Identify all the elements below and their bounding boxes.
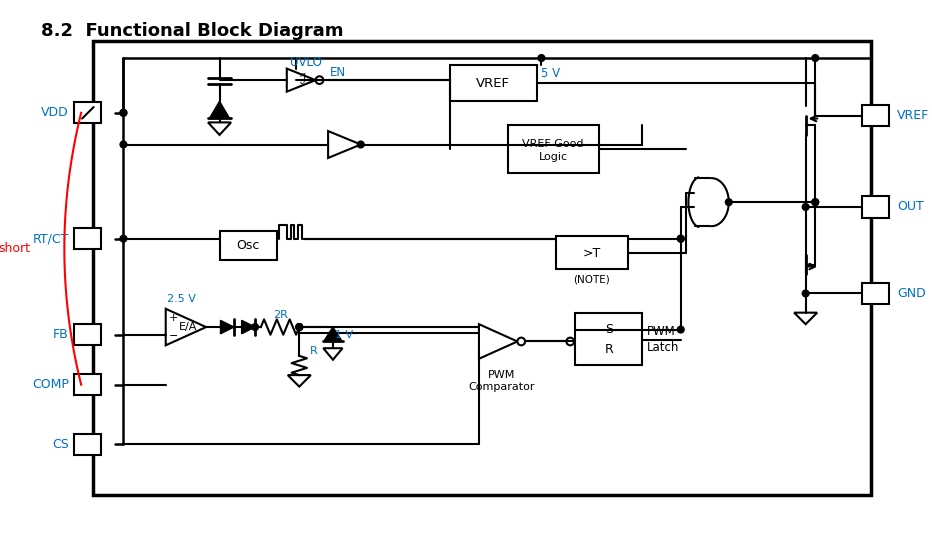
Text: E/A: E/A xyxy=(179,322,197,332)
Bar xyxy=(862,283,889,304)
Bar xyxy=(220,231,277,260)
Circle shape xyxy=(120,110,127,116)
Bar xyxy=(575,312,642,366)
Circle shape xyxy=(725,199,733,206)
Circle shape xyxy=(120,235,127,242)
Bar xyxy=(555,236,628,269)
Polygon shape xyxy=(221,320,234,334)
Text: −: − xyxy=(169,331,178,340)
Text: 2.5 V: 2.5 V xyxy=(167,294,196,304)
Text: UVLO: UVLO xyxy=(290,56,322,69)
Bar xyxy=(75,228,102,249)
Text: (NOTE): (NOTE) xyxy=(573,274,610,284)
Text: 2R: 2R xyxy=(273,310,287,320)
Circle shape xyxy=(678,235,684,242)
Polygon shape xyxy=(324,327,341,340)
Text: R: R xyxy=(309,346,318,356)
Circle shape xyxy=(812,199,818,206)
Text: >T: >T xyxy=(582,247,600,259)
Text: 8.2  Functional Block Diagram: 8.2 Functional Block Diagram xyxy=(41,21,343,40)
Circle shape xyxy=(678,326,684,333)
Text: ℐ: ℐ xyxy=(300,73,307,87)
Text: RT/CT: RT/CT xyxy=(33,232,69,245)
Text: Latch: Latch xyxy=(647,341,679,354)
Bar xyxy=(862,196,889,217)
Text: COMP: COMP xyxy=(32,378,69,391)
Circle shape xyxy=(252,324,258,330)
Bar xyxy=(862,105,889,126)
Text: PWM: PWM xyxy=(488,370,515,380)
Text: VREF Good: VREF Good xyxy=(522,139,583,149)
Text: GND: GND xyxy=(897,287,925,300)
Text: Osc: Osc xyxy=(237,239,260,252)
Bar xyxy=(75,324,102,345)
Text: Comparator: Comparator xyxy=(469,382,535,392)
Text: CS: CS xyxy=(52,438,69,451)
Text: short: short xyxy=(0,242,30,255)
Circle shape xyxy=(538,55,545,61)
Circle shape xyxy=(120,141,127,148)
Text: VREF: VREF xyxy=(897,109,929,122)
Bar xyxy=(450,65,537,101)
Circle shape xyxy=(296,324,303,330)
Circle shape xyxy=(678,235,684,242)
Text: 5 V: 5 V xyxy=(541,67,560,80)
Text: S: S xyxy=(605,323,612,336)
Circle shape xyxy=(812,199,818,206)
Text: FB: FB xyxy=(53,328,69,341)
Text: Logic: Logic xyxy=(539,152,568,162)
Text: OUT: OUT xyxy=(897,201,924,214)
Circle shape xyxy=(120,110,127,116)
Bar xyxy=(75,434,102,455)
Text: R: R xyxy=(604,343,613,356)
Circle shape xyxy=(802,203,809,210)
Bar xyxy=(508,125,599,173)
Circle shape xyxy=(296,324,303,330)
Circle shape xyxy=(802,290,809,297)
Text: EN: EN xyxy=(330,66,346,79)
Bar xyxy=(75,374,102,395)
Text: VDD: VDD xyxy=(41,106,69,119)
Circle shape xyxy=(812,55,818,61)
Polygon shape xyxy=(210,101,229,117)
Bar xyxy=(75,102,102,124)
Text: VREF: VREF xyxy=(476,77,511,89)
Text: PWM: PWM xyxy=(647,325,676,338)
Text: 1 V: 1 V xyxy=(336,330,353,340)
Circle shape xyxy=(357,141,364,148)
Bar xyxy=(92,41,871,495)
Polygon shape xyxy=(241,320,255,334)
Text: +: + xyxy=(169,314,178,324)
Circle shape xyxy=(296,324,303,330)
